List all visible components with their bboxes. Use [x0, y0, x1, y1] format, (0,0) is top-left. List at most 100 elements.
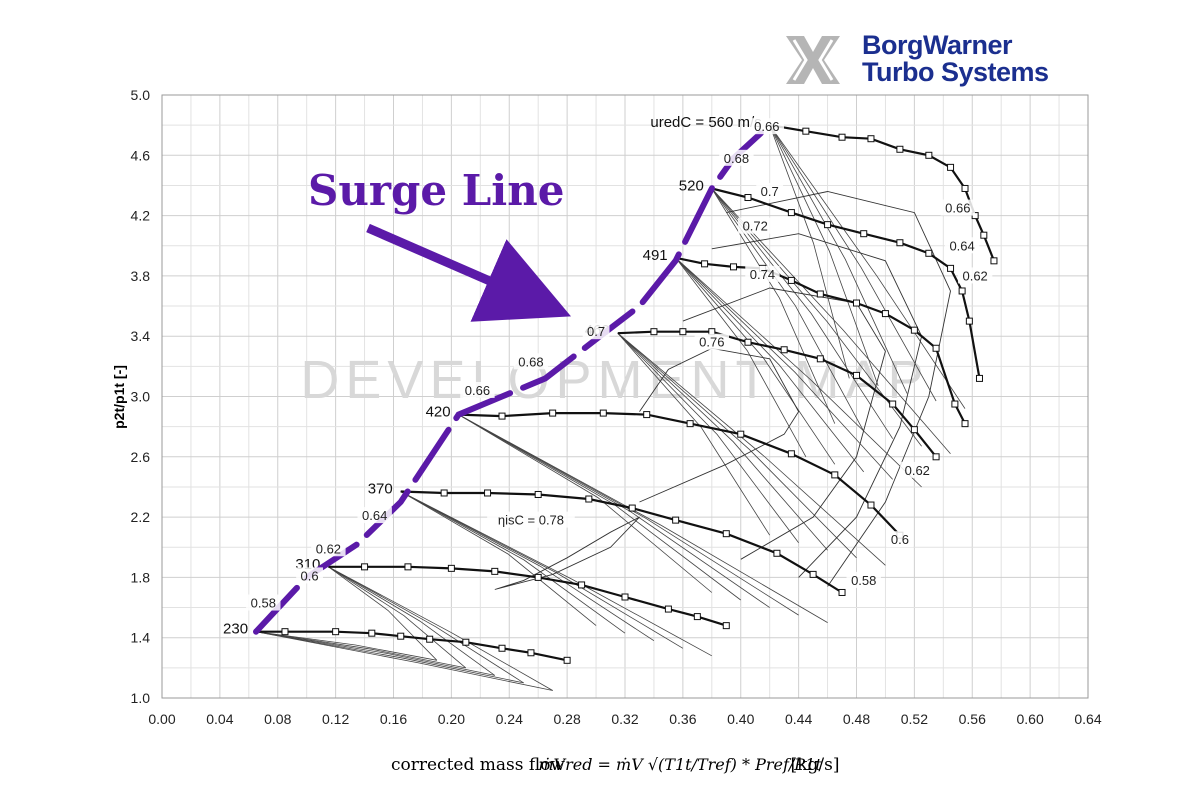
- efficiency-label-bg: [719, 149, 754, 166]
- efficiency-contour-line: [328, 566, 438, 661]
- borgwarner-logo-icon: [784, 34, 842, 86]
- speed-line-marker: [722, 530, 730, 538]
- y-tick-label: 4.6: [131, 147, 151, 163]
- efficiency-label: 0.7: [587, 324, 605, 339]
- speed-line-marker: [860, 230, 868, 238]
- efficiency-contour-line: [255, 631, 553, 691]
- efficiency-contour-line: [400, 491, 655, 642]
- speed-line-marker: [773, 549, 781, 557]
- speed-line-marker: [534, 490, 542, 498]
- efficiency-contour-line: [617, 332, 857, 559]
- x-tick-label: 0.36: [669, 711, 696, 727]
- speed-line-marker: [932, 344, 940, 352]
- efficiency-label: 0.62: [962, 268, 987, 283]
- speed-line-marker: [426, 635, 434, 643]
- efficiency-contour-line: [617, 332, 771, 536]
- efficiency-label-bg: [944, 237, 980, 254]
- speed-line-marker: [361, 563, 369, 571]
- speed-line-marker: [980, 231, 988, 239]
- speed-line-marker: [896, 239, 904, 247]
- speed-line-marker: [368, 629, 376, 637]
- speed-line-marker: [462, 638, 470, 646]
- efficiency-contour-line: [711, 188, 951, 455]
- speed-line-marker: [975, 374, 983, 382]
- speed-line-marker: [737, 430, 745, 438]
- speed-line-marker: [498, 412, 506, 420]
- axes: 0.00 0.04 0.08 0.12 0.16 0.20 0.24 0.28 0.32 0.36…: [131, 87, 1102, 727]
- speed-line-marker: [440, 489, 448, 497]
- speed-line-marker: [491, 567, 499, 575]
- speed-line-marker: [664, 605, 672, 613]
- speed-line-marker: [730, 263, 738, 271]
- watermark: DEVELOPMENT MAP: [300, 350, 929, 410]
- speed-line-marker: [484, 489, 492, 497]
- y-tick-label: 3.4: [131, 328, 151, 344]
- x-tick-label: 0.04: [206, 711, 233, 727]
- surge-arrow: [366, 223, 572, 322]
- speed-line: [675, 256, 966, 425]
- efficiency-label: ηisC = 0.78: [498, 513, 564, 528]
- chart-labels: ηisC = 0.78 0.76 0.74 0.72 0.7 0.7 0.68 0.68 0.6…: [246, 118, 993, 611]
- speed-line-marker: [838, 588, 846, 596]
- efficiency-contour-line: [255, 631, 524, 684]
- speed-line-marker: [527, 649, 535, 657]
- speed-line-label: 491: [643, 247, 668, 264]
- efficiency-contour-line: [711, 188, 836, 424]
- speed-line-marker: [896, 145, 904, 153]
- x-tick-label: 0.44: [785, 711, 812, 727]
- speed-line-marker: [447, 564, 455, 572]
- speed-line-marker: [824, 221, 832, 229]
- efficiency-contour-line: [328, 566, 467, 669]
- efficiency-label: 0.72: [743, 219, 768, 234]
- efficiency-label: 0.62: [316, 541, 341, 556]
- efficiency-label-bg: [694, 333, 730, 350]
- speed-line-marker: [578, 581, 586, 589]
- speed-line-label: uredC = 560 m/s: [650, 114, 761, 131]
- efficiency-label-bg: [749, 118, 784, 135]
- efficiency-label-bg: [756, 182, 784, 199]
- x-axis-label-formula: ṁVred = ṁV √(T1t/Tref) * Pref/P1t: [538, 755, 822, 774]
- speed-line-marker: [650, 328, 658, 336]
- x-tick-label: 0.24: [496, 711, 523, 727]
- speed-line-marker: [990, 257, 998, 265]
- speed-line-marker: [744, 338, 752, 346]
- speed-line-marker: [881, 310, 889, 318]
- x-tick-label: 0.00: [148, 711, 175, 727]
- efficiency-contour-line: [617, 332, 799, 543]
- speed-line-marker: [599, 409, 607, 417]
- y-tick-label: 2.2: [131, 509, 151, 525]
- logo-name-line2: Turbo Systems: [862, 57, 1049, 87]
- x-tick-label: 0.40: [727, 711, 754, 727]
- efficiency-label: 0.6: [891, 532, 909, 547]
- y-tick-label: 1.4: [131, 630, 151, 646]
- speed-line-marker: [332, 628, 340, 636]
- speed-line-marker: [965, 317, 973, 325]
- speed-line-marker: [961, 420, 969, 428]
- efficiency-contour-line: [769, 124, 937, 402]
- x-axis-label-text: corrected mass flow: [391, 755, 565, 775]
- efficiency-label: 0.74: [750, 267, 775, 282]
- speed-line-marker: [722, 622, 730, 630]
- speed-line-marker: [961, 184, 969, 192]
- speed-line-marker: [910, 326, 918, 334]
- efficiency-label-bg: [296, 567, 323, 584]
- speed-line-marker: [787, 276, 795, 284]
- speed-line-marker: [816, 290, 824, 298]
- speed-line-marker: [889, 400, 897, 408]
- efficiency-label: 0.76: [699, 335, 724, 350]
- efficiency-label-bg: [513, 353, 549, 370]
- efficiency-label: 0.68: [518, 354, 543, 369]
- speed-line-label: 520: [679, 177, 704, 194]
- speed-line-marker: [534, 573, 542, 581]
- surge-annotation: Surge Line: [308, 166, 572, 322]
- efficiency-label-bg: [460, 381, 495, 398]
- efficiency-label-bg: [582, 323, 610, 340]
- y-tick-label: 5.0: [131, 87, 151, 103]
- speed-line-marker: [853, 371, 860, 379]
- speed-line-marker: [947, 264, 955, 272]
- x-tick-label: 0.32: [611, 711, 638, 727]
- efficiency-label: 0.58: [251, 596, 276, 611]
- speed-line-marker: [404, 563, 412, 571]
- speed-line-marker: [838, 133, 846, 141]
